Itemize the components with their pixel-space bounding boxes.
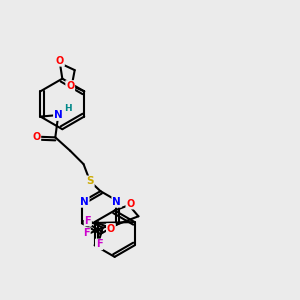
Text: S: S xyxy=(86,176,94,186)
Text: O: O xyxy=(126,199,134,208)
Text: F: F xyxy=(85,216,91,226)
Text: N: N xyxy=(54,110,63,120)
Text: N: N xyxy=(112,197,121,207)
Text: F: F xyxy=(83,228,90,238)
Text: H: H xyxy=(64,104,72,113)
Text: O: O xyxy=(107,224,115,234)
Text: F: F xyxy=(96,239,102,249)
Text: O: O xyxy=(32,132,41,142)
Text: N: N xyxy=(80,197,89,207)
Text: O: O xyxy=(66,81,74,91)
Text: O: O xyxy=(56,56,64,66)
